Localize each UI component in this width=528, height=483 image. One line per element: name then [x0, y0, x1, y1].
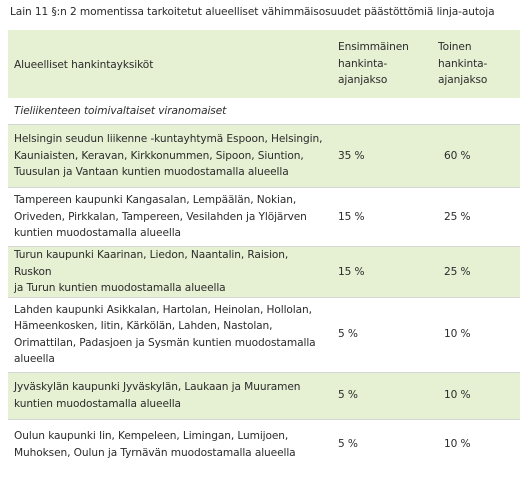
region-line: Turun kaupunki Kaarinan, Liedon, Naantal…	[14, 249, 289, 278]
region-line: Oriveden, Pirkkalan, Tampereen, Vesilahd…	[14, 210, 307, 223]
region-line: kuntien muodostamalla alueella	[14, 397, 181, 410]
header-first-period: Ensimmäinen hankinta- ajanjakso	[332, 30, 432, 98]
header-first-line1: Ensimmäinen	[338, 41, 409, 54]
header-second-line2: hankinta-	[438, 57, 488, 70]
region-line: Lahden kaupunki Asikkalan, Hartolan, Hei…	[14, 303, 312, 316]
first-period-value: 5 %	[332, 296, 432, 372]
region-line: alueella	[14, 353, 55, 365]
region-line: Tuusulan ja Vantaan kuntien muodostamall…	[14, 166, 289, 179]
region-line: kuntien muodostamalla alueella	[14, 227, 181, 240]
table-row: Helsingin seudun liikenne -kuntayhtymä E…	[8, 124, 520, 188]
second-period-value: 10 %	[432, 371, 520, 419]
region-line: Tampereen kaupunki Kangasalan, Lempäälän…	[14, 194, 297, 207]
table-row: Jyväskylän kaupunki Jyväskylän, Laukaan …	[8, 371, 520, 419]
header-second-period: Toinen hankinta- ajanjakso	[432, 30, 520, 98]
region-line: Orimattilan, Padasjoen ja Sysmän kuntien…	[14, 336, 316, 349]
region-cell: Turun kaupunki Kaarinan, Liedon, Naantal…	[8, 246, 332, 297]
second-period-value: 25 %	[432, 187, 520, 247]
table-header-row: Alueelliset hankintayksiköt Ensimmäinen …	[8, 30, 520, 98]
second-period-value: 60 %	[432, 124, 520, 188]
header-second-line1: Toinen	[438, 41, 472, 54]
region-cell: Jyväskylän kaupunki Jyväskylän, Laukaan …	[8, 371, 332, 419]
table-row: Tampereen kaupunki Kangasalan, Lempäälän…	[8, 187, 520, 247]
first-period-value: 5 %	[332, 371, 432, 419]
region-line: Hämeenkosken, Iitin, Kärkölän, Lahden, N…	[14, 320, 273, 332]
table-row: Lahden kaupunki Asikkalan, Hartolan, Hei…	[8, 296, 520, 372]
region-line: Jyväskylän kaupunki Jyväskylän, Laukaan …	[14, 381, 301, 393]
header-region-label: Alueelliset hankintayksiköt	[14, 58, 154, 71]
region-line: Kauniaisten, Keravan, Kirkkonummen, Sipo…	[14, 149, 304, 162]
region-line: Muhoksen, Oulun ja Tyrnävän muodostamall…	[14, 446, 296, 459]
table-row: Oulun kaupunki Iin, Kempeleen, Limingan,…	[8, 418, 520, 470]
region-cell: Oulun kaupunki Iin, Kempeleen, Limingan,…	[8, 418, 332, 470]
region-cell: Lahden kaupunki Asikkalan, Hartolan, Hei…	[8, 296, 332, 372]
header-region: Alueelliset hankintayksiköt	[8, 30, 332, 98]
second-period-value: 10 %	[432, 296, 520, 372]
section-row: Tieliikenteen toimivaltaiset viranomaise…	[8, 98, 520, 125]
first-period-value: 15 %	[332, 187, 432, 247]
header-second-line3: ajanjakso	[438, 74, 488, 87]
second-period-value: 25 %	[432, 246, 520, 297]
region-line: Helsingin seudun liikenne -kuntayhtymä E…	[14, 133, 323, 146]
header-first-line3: ajanjakso	[338, 74, 388, 87]
first-period-value: 15 %	[332, 246, 432, 297]
table-row: Turun kaupunki Kaarinan, Liedon, Naantal…	[8, 246, 520, 297]
region-line: ja Turun kuntien muodostamalla alueella	[14, 282, 226, 294]
first-period-value: 5 %	[332, 418, 432, 470]
second-period-value: 10 %	[432, 418, 520, 470]
quota-table: Alueelliset hankintayksiköt Ensimmäinen …	[8, 30, 520, 470]
region-cell: Tampereen kaupunki Kangasalan, Lempäälän…	[8, 187, 332, 247]
region-line: Oulun kaupunki Iin, Kempeleen, Limingan,…	[14, 430, 289, 442]
first-period-value: 35 %	[332, 124, 432, 188]
header-first-line2: hankinta-	[338, 57, 388, 70]
section-label: Tieliikenteen toimivaltaiset viranomaise…	[8, 98, 520, 125]
region-cell: Helsingin seudun liikenne -kuntayhtymä E…	[8, 124, 332, 188]
table-caption: Lain 11 §:n 2 momentissa tarkoitetut alu…	[10, 6, 495, 18]
